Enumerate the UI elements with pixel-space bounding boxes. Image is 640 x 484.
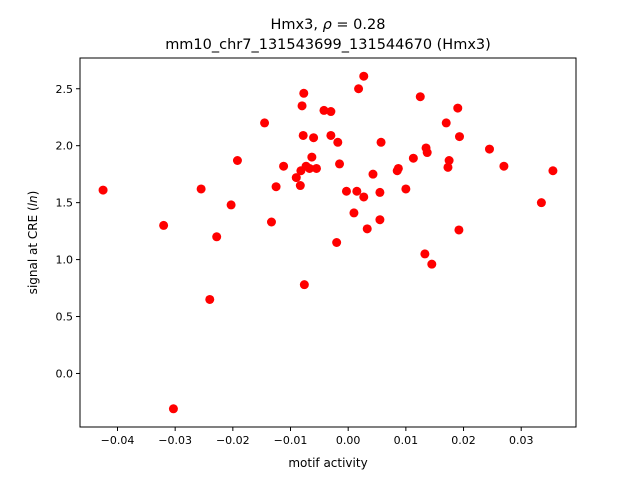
data-point-33 <box>354 84 364 94</box>
data-point-28 <box>333 137 343 147</box>
data-point-56 <box>484 144 494 154</box>
data-point-24 <box>319 105 329 115</box>
data-point-43 <box>401 184 411 194</box>
data-point-11 <box>279 161 289 171</box>
data-point-10 <box>271 182 281 192</box>
y-tick-label: 0.5 <box>56 311 74 324</box>
data-point-25 <box>326 107 336 117</box>
data-points <box>98 71 558 414</box>
y-tick-label: 1.5 <box>56 197 74 210</box>
y-tick-label: 2.5 <box>56 83 74 96</box>
data-point-58 <box>536 198 546 208</box>
data-point-35 <box>359 192 369 202</box>
data-point-51 <box>443 162 453 172</box>
plot-area-frame <box>79 57 577 428</box>
data-point-21 <box>305 163 315 173</box>
y-tick-label: 0.0 <box>56 367 74 380</box>
x-tick-label: −0.04 <box>101 434 135 447</box>
data-point-18 <box>299 280 309 290</box>
data-point-22 <box>309 133 319 143</box>
data-point-30 <box>341 186 351 196</box>
x-tick-label: −0.03 <box>158 434 192 447</box>
chart-title-line1: Hmx3, ρ = 0.28 <box>271 17 386 33</box>
data-point-31 <box>349 208 359 218</box>
data-point-50 <box>441 118 451 128</box>
data-point-45 <box>415 92 425 102</box>
data-point-1 <box>159 220 169 230</box>
x-axis-ticks: −0.04 −0.03 −0.02 −0.01 0.00 0.01 0.02 0.03 <box>101 427 534 447</box>
y-axis-ticks: 0.0 0.5 1.0 1.5 2.0 2.5 <box>56 83 80 380</box>
x-tick-label: 0.02 <box>451 434 476 447</box>
data-point-23 <box>311 163 321 173</box>
x-tick-label: 0.01 <box>394 434 419 447</box>
data-point-9 <box>266 217 276 227</box>
data-point-17 <box>299 88 309 98</box>
x-tick-label: −0.02 <box>216 434 250 447</box>
data-point-54 <box>454 225 464 235</box>
data-point-13 <box>295 181 305 191</box>
data-point-27 <box>332 238 342 247</box>
data-point-59 <box>548 166 558 176</box>
data-point-8 <box>260 118 270 128</box>
data-point-7 <box>232 156 242 165</box>
data-point-57 <box>499 161 509 171</box>
data-point-4 <box>205 294 215 304</box>
data-point-44 <box>408 153 418 163</box>
x-axis-label: motif activity <box>288 456 367 470</box>
data-point-26 <box>326 130 336 140</box>
data-point-37 <box>368 169 378 179</box>
data-point-40 <box>376 137 386 147</box>
data-point-52 <box>444 156 454 165</box>
data-point-34 <box>359 71 369 81</box>
y-tick-label: 1.0 <box>56 254 74 267</box>
data-point-29 <box>335 159 345 169</box>
chart-title-line2: mm10_chr7_131543699_131544670 (Hmx3) <box>165 37 491 53</box>
data-point-5 <box>212 232 222 242</box>
data-point-15 <box>297 101 307 111</box>
data-point-32 <box>352 186 362 196</box>
data-point-39 <box>375 215 385 225</box>
data-point-36 <box>362 224 372 234</box>
x-tick-label: 0.00 <box>336 434 361 447</box>
data-point-48 <box>422 148 432 158</box>
data-point-42 <box>393 163 403 173</box>
data-point-55 <box>455 132 464 142</box>
data-point-49 <box>427 259 437 269</box>
x-tick-label: −0.01 <box>274 434 308 447</box>
data-point-16 <box>298 130 308 140</box>
y-tick-label: 2.0 <box>56 140 74 153</box>
data-point-53 <box>453 103 463 113</box>
y-axis-label: signal at CRE (ln) <box>26 191 40 295</box>
data-point-3 <box>196 184 206 194</box>
data-point-2 <box>168 404 178 414</box>
data-point-6 <box>226 200 236 210</box>
data-point-46 <box>420 249 430 259</box>
data-point-12 <box>291 173 301 183</box>
x-tick-label: 0.03 <box>509 434 534 447</box>
data-point-0 <box>98 185 108 195</box>
data-point-20 <box>307 152 317 162</box>
data-point-38 <box>375 187 385 197</box>
